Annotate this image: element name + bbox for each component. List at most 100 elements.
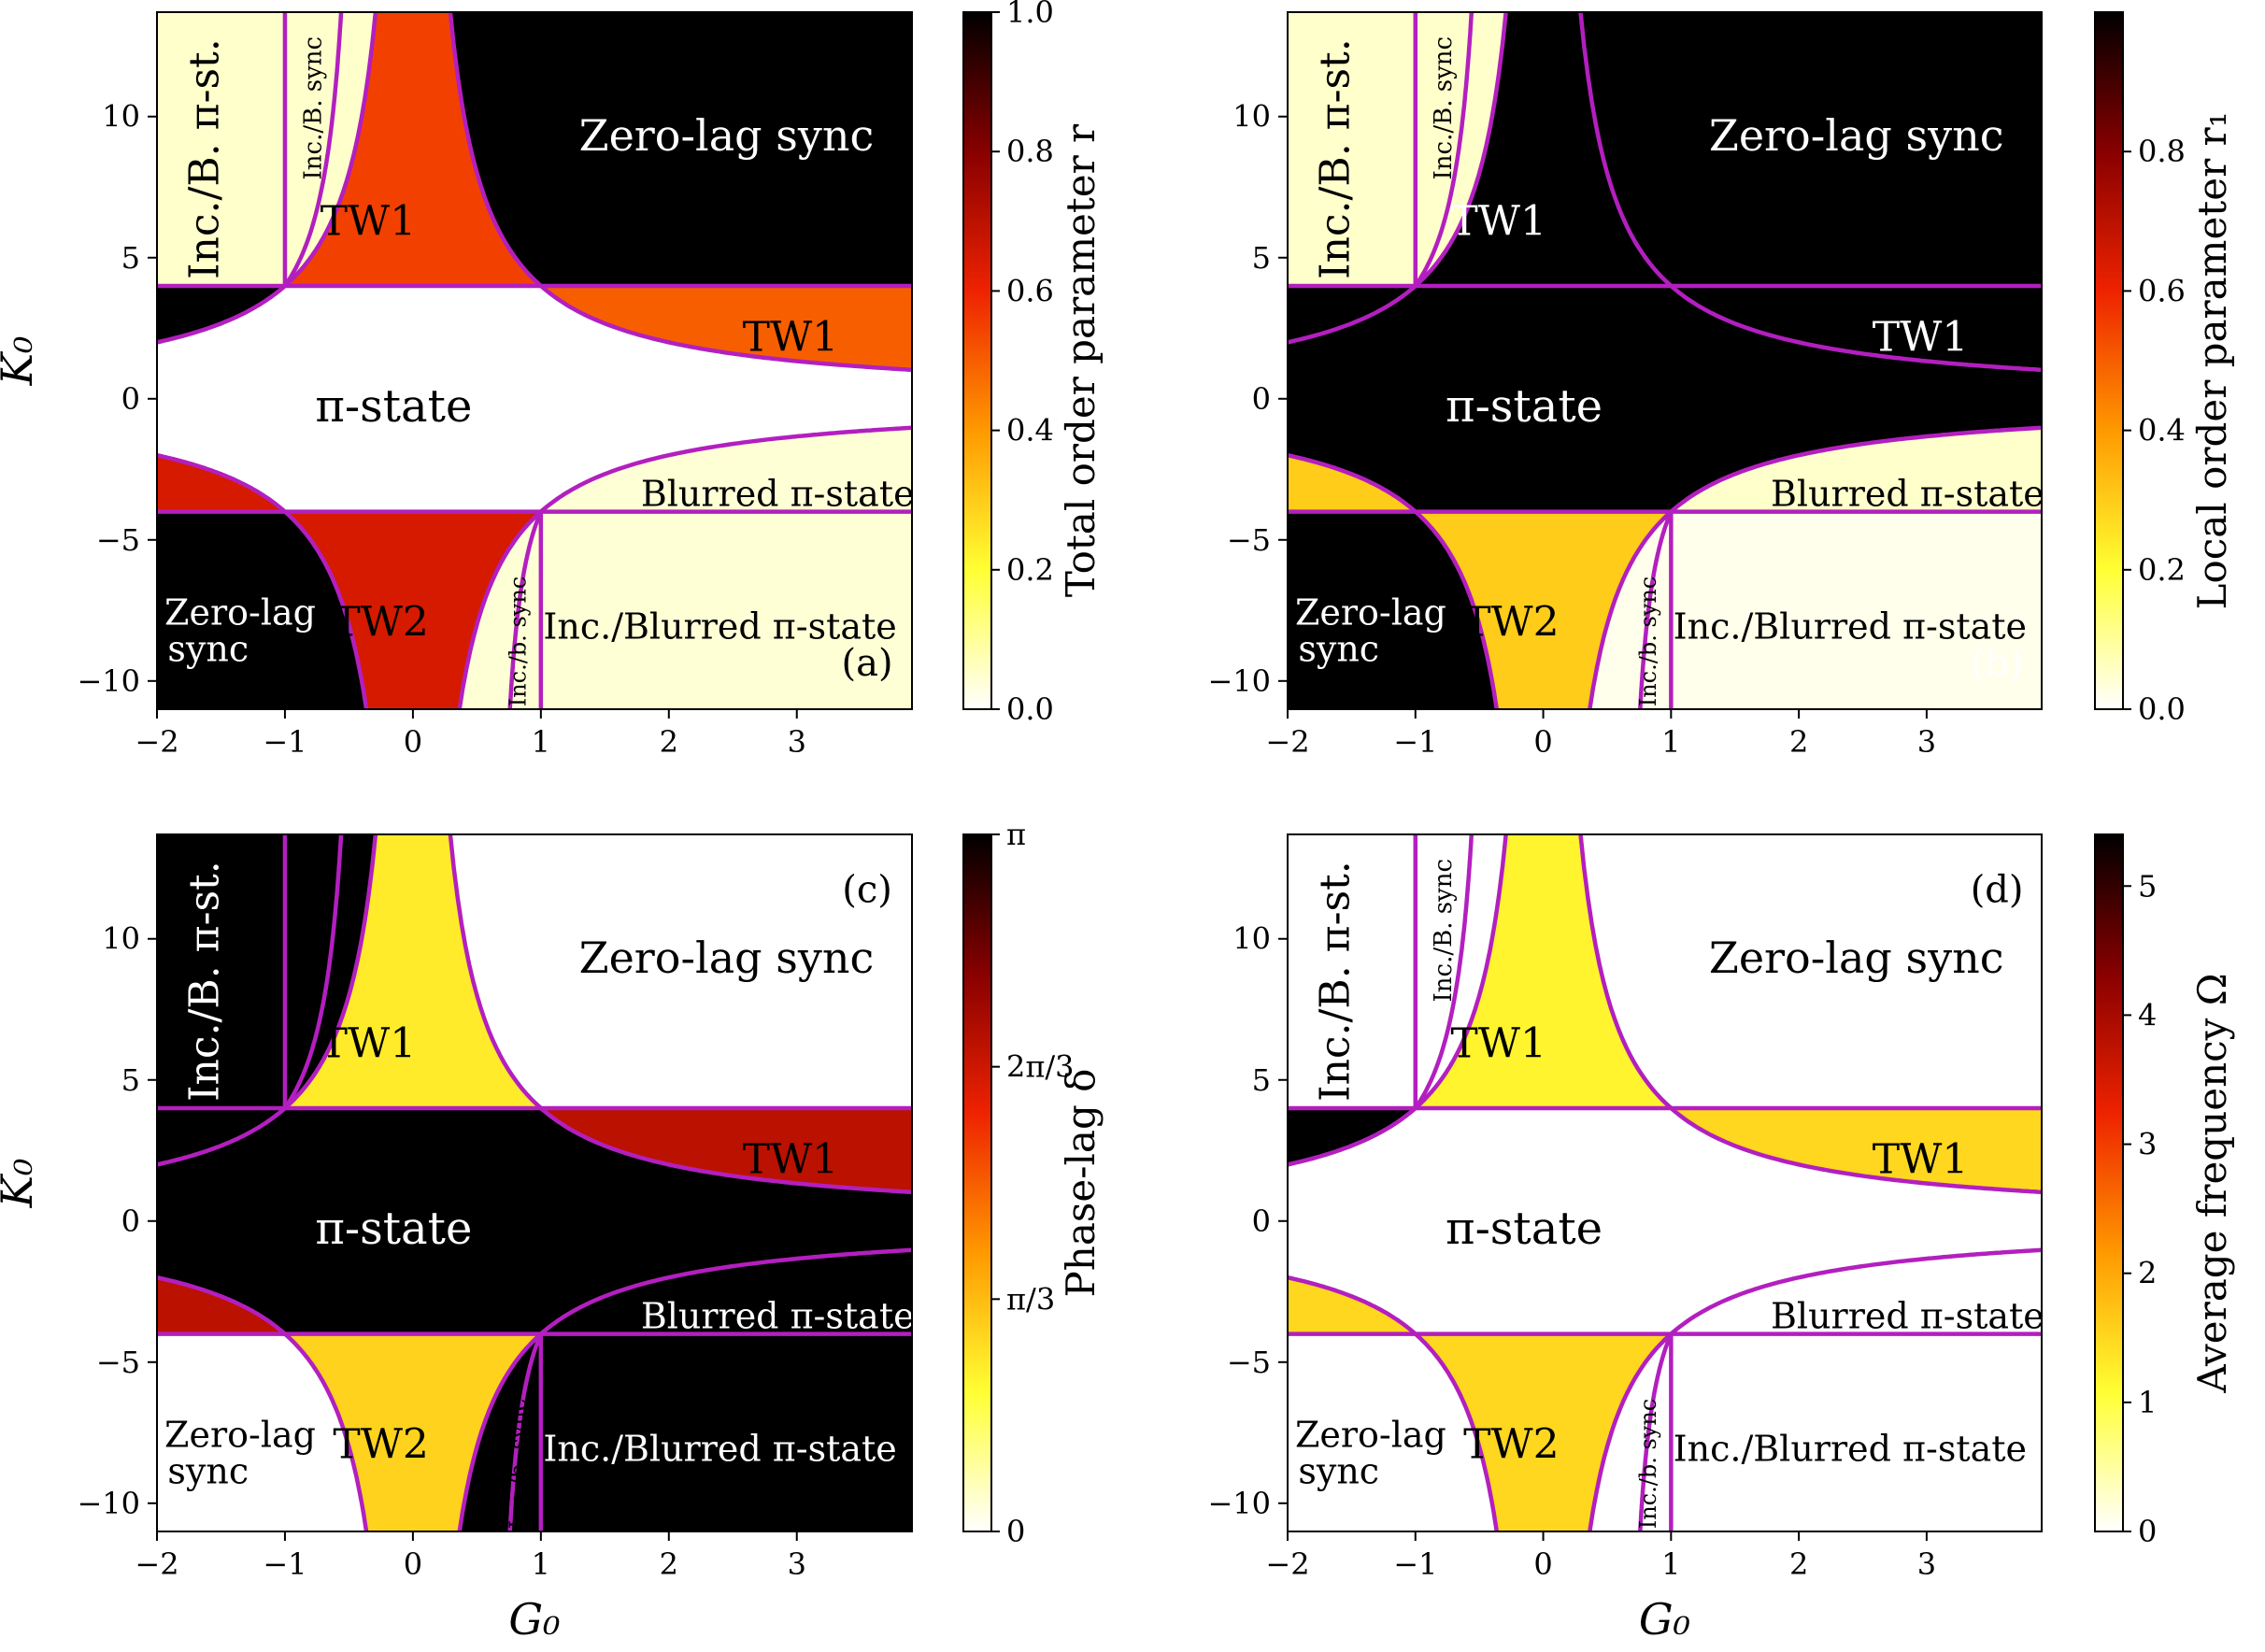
panel-label: (d) <box>1971 868 2024 911</box>
y-tick-label: −10 <box>1207 1486 1271 1521</box>
annotation-tw1: TW1 <box>1873 313 1969 361</box>
boundary-curve <box>1638 1332 1674 1531</box>
colorbar-ticks: 0 π/3 2π/3 π <box>991 817 1075 1549</box>
annotations: Zero-lag sync TW1 TW1 π-state Blurred π-stat… <box>1295 859 2044 1529</box>
annotation-inc-b-sync-lower: Inc./b. sync <box>1635 577 1661 707</box>
y-tick-label: 0 <box>121 381 140 417</box>
panel-b: Zero-lag sync TW1 TW1 π-state Blurred π-stat… <box>1207 11 2235 760</box>
colorbar-tick-label: 0.2 <box>2138 552 2186 588</box>
colorbar-tick-label: 0.4 <box>1006 413 1054 449</box>
y-tick-label: 10 <box>1232 99 1271 135</box>
annotation-tw1: TW1 <box>1450 1020 1546 1068</box>
colorbar-tick-label: π/3 <box>1006 1281 1055 1317</box>
boundary-lines <box>157 12 912 709</box>
annotation-tw2: TW2 <box>333 1420 429 1468</box>
boundary-lines <box>1288 12 2042 709</box>
panel-a: Zero-lag sync TW1 TW1 π-state Blurred π-stat… <box>0 0 1104 760</box>
boundary-curve <box>1588 1247 2042 1531</box>
colorbar <box>2094 11 2124 710</box>
annotation-inc-b-pi-st: Inc./B. π-st. <box>181 38 229 279</box>
annotation-tw1: TW1 <box>321 1020 417 1068</box>
panel-c: Zero-lag sync TW1 TW1 π-state Blurred π-stat… <box>0 817 1104 1645</box>
x-tick-label: −2 <box>1265 724 1309 760</box>
annotation-blurred-pi-state: Blurred π-state <box>641 1296 915 1337</box>
colorbar-tick-label: 0.8 <box>2138 134 2186 169</box>
annotation-inc-blurred-pi-state: Inc./Blurred π-state <box>543 605 896 647</box>
plot-frame <box>1287 11 2043 710</box>
y-tick-label: 0 <box>1252 381 1271 417</box>
colorbar-tick-label: 4 <box>2138 997 2157 1032</box>
boundary-curve <box>507 1332 543 1531</box>
y-tick-label: −10 <box>1207 663 1271 699</box>
annotation-pi-state: π-state <box>315 1203 472 1255</box>
x-tick-label: 0 <box>1533 1546 1552 1582</box>
colorbar-tick-label: 0.0 <box>2138 691 2186 727</box>
annotation-tw2: TW2 <box>1463 598 1560 646</box>
colorbar-label: Local order parameter r₁ <box>2189 112 2235 610</box>
boundary-curve <box>457 425 912 709</box>
annotation-tw1: TW1 <box>1873 1135 1969 1183</box>
y-tick-label: 10 <box>102 99 140 135</box>
y-axis-label: K₀ <box>0 336 42 387</box>
annotation-blurred-pi-state: Blurred π-state <box>641 474 915 515</box>
colorbar-tick-label: 0.0 <box>1006 691 1054 727</box>
heatmap-area <box>1288 834 2042 1531</box>
boundary-curve <box>157 834 378 1167</box>
boundary-curve <box>157 452 369 709</box>
colorbar-tick-label: 0.4 <box>2138 413 2186 449</box>
annotation-inc-b-sync: Inc./B. sync <box>1430 859 1458 1003</box>
annotation-tw2: TW2 <box>333 598 429 646</box>
colorbar <box>962 833 992 1532</box>
y-tick-label: −5 <box>1227 522 1271 558</box>
plot-frame <box>156 11 913 710</box>
annotation-sync: sync <box>1298 629 1379 670</box>
y-tick-label: 5 <box>1252 1062 1271 1098</box>
colorbar-tick-label: 3 <box>2138 1127 2157 1162</box>
annotation-inc-blurred-pi-state: Inc./Blurred π-state <box>1674 1428 2027 1469</box>
annotation-zero-lag: Zero-lag <box>164 591 316 633</box>
colorbar-tick-label: 2 <box>2138 1256 2157 1291</box>
x-tick-label: 3 <box>788 724 806 760</box>
heatmap-area <box>157 834 912 1531</box>
annotation-zero-lag-sync: Zero-lag sync <box>579 933 875 983</box>
colorbar-tick-label: 1.0 <box>1006 0 1054 30</box>
boundary-curve <box>1413 12 1474 288</box>
annotation-zero-lag-sync: Zero-lag sync <box>1709 110 2004 161</box>
heatmap-area <box>157 12 912 709</box>
panel-label: (c) <box>842 868 892 911</box>
colorbar-tick-label: 2π/3 <box>1006 1049 1075 1085</box>
x-tick-label: 2 <box>660 1546 678 1582</box>
annotation-sync: sync <box>167 1451 249 1492</box>
annotation-inc-b-sync-lower: Inc./b. sync <box>505 1399 531 1530</box>
plot-frame <box>156 833 913 1532</box>
x-tick-label: 2 <box>1789 724 1808 760</box>
colorbar-ticks: 0.0 0.2 0.4 0.6 0.8 1.0 <box>991 0 1054 727</box>
boundary-curve <box>283 834 344 1110</box>
y-tick-label: 5 <box>1252 240 1271 276</box>
y-tick-label: 5 <box>121 1062 140 1098</box>
x-tick-label: 3 <box>1917 724 1936 760</box>
y-tick-label: −5 <box>96 522 140 558</box>
annotation-inc-b-sync: Inc./B. sync <box>299 859 327 1003</box>
annotation-blurred-pi-state: Blurred π-state <box>1771 1296 2044 1337</box>
annotation-inc-blurred-pi-state: Inc./Blurred π-state <box>543 1428 896 1469</box>
boundary-curve <box>448 12 912 373</box>
x-tick-label: 3 <box>788 1546 806 1582</box>
panel-d: Zero-lag sync TW1 TW1 π-state Blurred π-stat… <box>1207 833 2235 1645</box>
boundary-lines <box>157 834 912 1531</box>
boundary-curve <box>1578 834 2042 1195</box>
boundary-curve <box>1288 1275 1500 1531</box>
x-tick-label: 1 <box>532 1546 550 1582</box>
colorbar-ticks: 0.0 0.2 0.4 0.6 0.8 <box>2123 134 2186 727</box>
y-axis-label: K₀ <box>0 1159 42 1209</box>
boundary-curve <box>448 834 912 1195</box>
x-axis-label: G₀ <box>508 1594 560 1645</box>
x-tick-label: −2 <box>135 724 178 760</box>
x-tick-label: −1 <box>1393 724 1437 760</box>
boundary-curve <box>157 1275 369 1531</box>
boundary-curve <box>1288 12 1508 345</box>
